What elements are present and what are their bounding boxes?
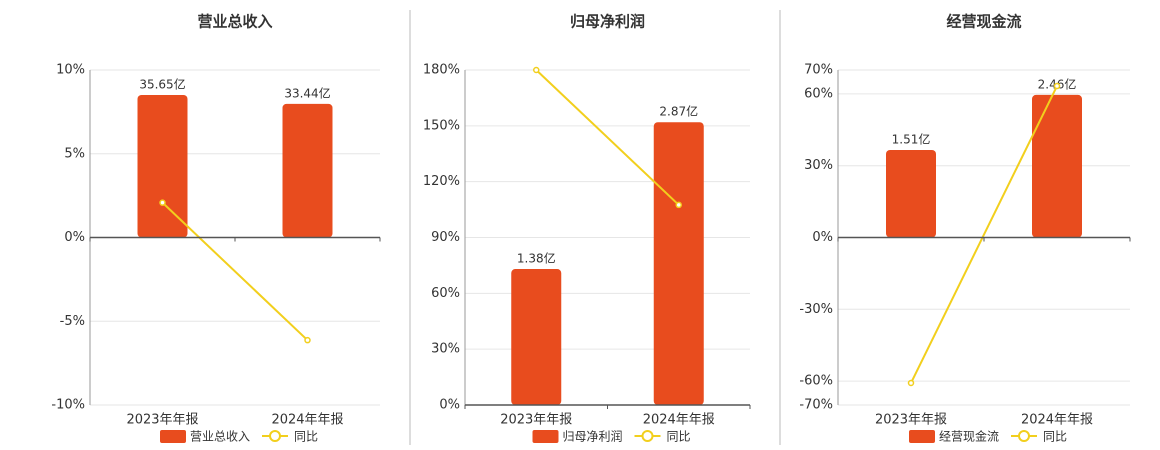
- value-label: 35.65亿: [139, 76, 185, 91]
- legend-marker: [1018, 430, 1030, 442]
- x-tick-label: 2023年年报: [126, 413, 198, 428]
- legend-label: 归母净利润: [563, 430, 623, 444]
- legend-marker: [641, 430, 654, 442]
- legend-label: 经营现金流: [939, 429, 999, 444]
- y-tick-label: 60%: [431, 286, 460, 301]
- y-tick-label: 0%: [64, 230, 85, 245]
- bar: [282, 103, 333, 238]
- y-tick-label: 60%: [804, 86, 833, 101]
- x-tick-label: 2024年年报: [271, 413, 343, 428]
- legend-swatch: [160, 430, 186, 443]
- y-tick-label: 0%: [812, 230, 833, 245]
- legend-swatch: [532, 430, 559, 443]
- y-tick-label: -70%: [799, 398, 833, 413]
- y-tick-label: -30%: [799, 302, 833, 317]
- point: [159, 199, 166, 206]
- x-tick-label: 2023年年报: [500, 413, 572, 428]
- chart-title: 归母净利润: [570, 13, 645, 31]
- point: [675, 201, 682, 209]
- bar: [137, 94, 188, 238]
- line: [161, 201, 309, 341]
- legend-label: 营业总收入: [190, 430, 250, 444]
- y-tick-label: 150%: [423, 118, 460, 133]
- x-tick-label: 2023年年报: [875, 413, 947, 428]
- y-tick-label: 30%: [431, 342, 460, 357]
- y-tick-label: 120%: [423, 174, 460, 189]
- x-tick-label: 2024年年报: [1021, 413, 1093, 428]
- y-tick-label: 90%: [431, 230, 460, 245]
- point: [533, 66, 540, 74]
- legend-label: 同比: [1043, 430, 1067, 444]
- x-tick-label: 2024年年报: [643, 413, 715, 428]
- y-tick-label: 10%: [56, 63, 85, 78]
- y-tick-label: 0%: [439, 398, 460, 413]
- legend-marker: [269, 430, 281, 442]
- bar: [886, 149, 936, 238]
- legend-label: 同比: [294, 430, 318, 444]
- y-tick-label: -60%: [799, 374, 833, 389]
- value-label: 2.87亿: [659, 104, 698, 119]
- y-tick-label: 30%: [804, 158, 833, 173]
- chart-title: 营业总收入: [197, 13, 272, 31]
- bar: [511, 269, 562, 405]
- y-tick-label: 70%: [804, 63, 833, 78]
- legend-label: 同比: [667, 430, 691, 444]
- point: [1053, 82, 1061, 90]
- y-tick-label: -10%: [51, 398, 85, 413]
- value-label: 33.44亿: [284, 85, 330, 100]
- point: [907, 379, 915, 387]
- y-tick-label: -5%: [60, 314, 85, 329]
- line: [535, 69, 680, 206]
- point: [304, 336, 311, 344]
- value-label: 1.51亿: [892, 131, 931, 146]
- value-label: 1.38亿: [517, 251, 556, 266]
- y-tick-label: 180%: [423, 63, 460, 78]
- bar: [1032, 94, 1082, 238]
- legend-swatch: [909, 430, 935, 443]
- bar: [653, 122, 704, 406]
- line: [910, 85, 1058, 384]
- y-tick-label: 5%: [64, 146, 85, 161]
- chart-title: 经营现金流: [946, 13, 1021, 31]
